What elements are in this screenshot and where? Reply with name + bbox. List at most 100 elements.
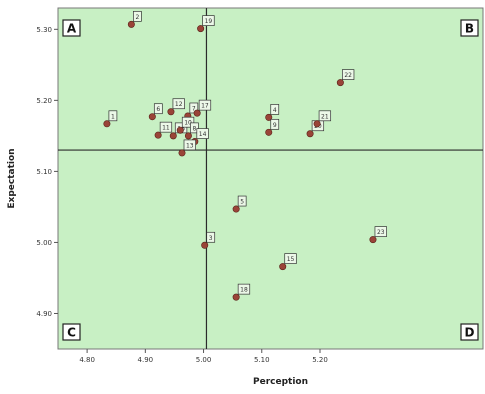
point-label-box	[172, 98, 185, 110]
point-marker	[232, 205, 240, 213]
point-label: 1	[111, 113, 115, 120]
point-marker	[127, 20, 135, 28]
y-tick-label: 5.30	[36, 26, 52, 34]
y-tick-label: 5.10	[36, 168, 52, 176]
point-marker	[336, 79, 344, 87]
reference-lines	[58, 8, 483, 349]
data-point: 22	[336, 69, 355, 87]
x-tick-label: 4.80	[79, 356, 95, 364]
x-tick-label: 5.00	[196, 356, 212, 364]
point-marker	[279, 263, 287, 271]
data-point: 19	[197, 15, 215, 33]
data-point: 2	[127, 10, 142, 28]
point-label: 2	[135, 14, 139, 21]
point-label-box	[270, 104, 280, 115]
point-label: 3	[209, 235, 213, 242]
point-marker	[369, 236, 377, 244]
point-label: 4	[273, 107, 277, 114]
point-label: 22	[344, 72, 352, 79]
point-marker	[178, 149, 186, 157]
data-point: 23	[369, 226, 387, 244]
plot-area	[57, 7, 484, 350]
point-label: 19	[205, 18, 213, 25]
quadrant-labels: A B C D	[62, 19, 479, 341]
y-axis-title: Expectation	[7, 148, 17, 208]
point-label-box	[202, 15, 215, 26]
point-label-box	[237, 195, 247, 207]
y-tick-label: 4.90	[36, 310, 52, 318]
point-label: 14	[199, 131, 207, 138]
point-marker	[306, 130, 314, 138]
y-tick-label: 5.20	[36, 97, 52, 105]
data-point: 18	[232, 283, 251, 301]
data-point: 21	[313, 110, 332, 128]
point-marker	[197, 25, 205, 33]
point-marker	[176, 126, 184, 134]
point-label: 7	[192, 105, 196, 112]
point-label-box	[183, 139, 196, 151]
point-marker	[169, 132, 177, 140]
point-label-box	[270, 118, 280, 130]
data-point: 17	[193, 99, 212, 117]
x-axis-title: Perception	[253, 377, 308, 387]
point-label-box	[198, 99, 212, 111]
y-tick-label: 5.00	[36, 239, 52, 247]
point-label-box	[206, 231, 216, 243]
point-label: 10	[184, 120, 192, 127]
point-label-box	[374, 226, 387, 237]
data-point: 13	[178, 139, 196, 157]
point-label: 8	[192, 125, 196, 132]
point-label-box	[181, 116, 195, 128]
x-tick-label: 5.10	[254, 356, 270, 364]
point-marker	[265, 113, 273, 121]
point-marker	[103, 120, 111, 128]
point-label: 15	[287, 256, 295, 263]
quadrant-label-a: A	[67, 22, 77, 36]
point-marker	[148, 113, 156, 121]
point-marker	[265, 128, 273, 136]
point-marker	[184, 132, 192, 140]
x-tick-label: 4.90	[138, 356, 154, 364]
data-point: 3	[201, 231, 216, 249]
point-label: 12	[175, 101, 183, 108]
data-point: 4	[265, 104, 280, 121]
data-point: 15	[279, 253, 297, 271]
point-label: 13	[186, 142, 194, 149]
x-tick-label: 5.20	[312, 356, 328, 364]
quadrant-label-box-c	[62, 323, 81, 341]
point-label: 18	[240, 287, 248, 294]
data-point: 6	[148, 103, 163, 121]
point-label: 9	[273, 122, 277, 129]
point-label-box	[159, 121, 173, 133]
point-marker	[313, 120, 321, 128]
point-label-box	[108, 110, 118, 122]
quadrant-label-c: C	[67, 326, 76, 340]
point-marker	[232, 293, 240, 301]
point-marker	[154, 131, 162, 139]
x-axis: 4.80 4.90 5.00 5.10 5.20	[79, 349, 328, 364]
point-label-box	[237, 283, 251, 295]
quadrant-label-box-a	[62, 19, 81, 37]
quadrant-label-box-b	[460, 19, 479, 37]
data-point: 1	[103, 110, 118, 128]
quadrant-label-d: D	[465, 326, 475, 340]
point-label: 5	[240, 199, 244, 206]
data-point: 8	[184, 122, 199, 140]
point-marker	[167, 108, 175, 116]
data-point: 5	[232, 195, 247, 213]
point-label-box	[133, 10, 142, 22]
point-marker	[193, 109, 201, 117]
point-marker	[201, 241, 209, 249]
point-label: 6	[156, 106, 160, 113]
point-label: 11	[162, 125, 170, 132]
quadrant-label-box-d	[460, 323, 479, 341]
data-point: 10	[176, 116, 195, 134]
point-label-box	[284, 253, 297, 264]
point-label: 17	[201, 103, 209, 110]
point-label: 23	[377, 229, 385, 236]
point-label-box	[190, 122, 199, 134]
point-label-box	[196, 128, 209, 139]
quadrant-label-b: B	[465, 22, 474, 36]
